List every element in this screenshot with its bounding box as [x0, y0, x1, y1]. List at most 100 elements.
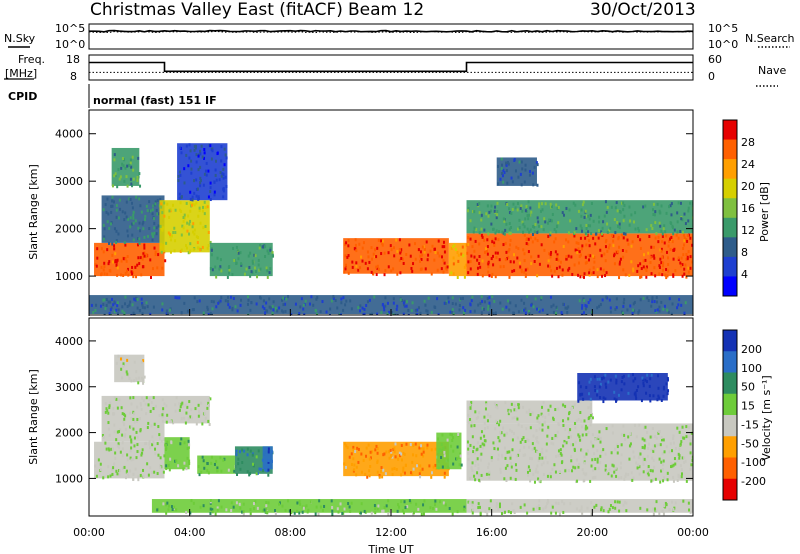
y-tick-label: 2000 [55, 223, 83, 236]
freq-label: Freq. [18, 53, 45, 66]
velocity-colorbar-tick-label: -200 [741, 475, 766, 488]
power-y-axis-label: Slant Range [km] [27, 164, 40, 260]
x-tick-label: 04:00 [174, 526, 206, 539]
power-colorbar-swatch [723, 139, 737, 160]
frequency-series [89, 61, 693, 73]
x-ticks: 00:00 04:00 08:00 12:00 16:00 20:00 00:00 [73, 309, 709, 539]
velocity-region [577, 373, 670, 404]
y-tick-label: 1000 [55, 472, 83, 485]
velocity-region [114, 354, 146, 385]
velocity-region [197, 455, 237, 477]
velocity-colorbar-tick-label: -50 [741, 437, 759, 450]
x-axis-label: Time UT [367, 543, 413, 554]
freq-tick-high: 18 [66, 53, 80, 66]
power-colorbar-swatch [723, 237, 737, 258]
velocity-colorbar-swatch [723, 372, 737, 395]
velocity-region [94, 441, 167, 482]
power-colorbar-swatch [723, 276, 737, 297]
beam-label: Beam 12 [348, 0, 424, 20]
power-y-ticks: 1000 2000 3000 4000 [55, 128, 693, 283]
x-tick-label: 08:00 [274, 526, 306, 539]
power-colorbar-swatch [723, 256, 737, 277]
nsearch-series [88, 30, 694, 34]
power-region [159, 200, 212, 255]
power-region [111, 147, 142, 189]
power-colorbar-tick-label: 8 [741, 246, 748, 259]
velocity-colorbar-tick-label: -15 [741, 418, 759, 431]
power-colorbar-tick-label: 20 [741, 180, 755, 193]
velocity-region [466, 499, 693, 516]
power-region [466, 233, 693, 280]
y-tick-label: 4000 [55, 128, 83, 141]
velocity-colorbar-tick-label: 15 [741, 400, 755, 413]
velocity-y-axis-label: Slant Range [km] [27, 369, 40, 465]
freq-tick-low: 8 [70, 70, 77, 83]
velocity-colorbar: 200 100 50 15 -15 -50 -100 -200 [722, 329, 766, 501]
power-colorbar-swatch [723, 198, 737, 219]
noise-left-tick-low: 10^0 [55, 38, 85, 51]
velocity-region [164, 395, 212, 426]
velocity-colorbar-tick-label: -100 [741, 456, 766, 469]
freq-lines [89, 61, 693, 73]
nsky-label: N.Sky [4, 32, 36, 45]
power-region [343, 238, 450, 277]
x-tick-label: 00:00 [73, 526, 105, 539]
x-tick-label: 20:00 [576, 526, 608, 539]
power-region [177, 143, 228, 202]
power-colorbar-swatch [723, 159, 737, 180]
velocity-colorbar-swatch [723, 478, 737, 501]
x-tick-label: 12:00 [375, 526, 407, 539]
noise-lines [88, 29, 694, 34]
date-label: 30/Oct/2013 [590, 0, 696, 20]
noise-right-tick-high: 10^5 [708, 22, 738, 35]
velocity-colorbar-tick-label: 100 [741, 362, 762, 375]
y-tick-label: 3000 [55, 381, 83, 394]
velocity-colorbar-swatch [723, 415, 737, 437]
velocity-colorbar-label: Velocity [m s⁻¹] [760, 375, 773, 460]
velocity-region [436, 432, 463, 470]
velocity-region [466, 400, 594, 427]
nave-label: Nave [758, 64, 786, 77]
velocity-y-ticks: 1000 2000 3000 4000 [55, 335, 693, 485]
velocity-colorbar-swatch [723, 330, 737, 352]
power-colorbar-tick-label: 12 [741, 224, 755, 237]
x-tick-label: 00:00 [677, 526, 709, 539]
noise-right-tick-low: 10^0 [708, 38, 738, 51]
power-colorbar-tick-label: 16 [741, 202, 755, 215]
freq-panel [88, 54, 694, 81]
plot-title: Christmas Valley East (fitACF) [90, 0, 343, 20]
power-colorbar-tick-label: 24 [741, 158, 755, 171]
noise-left-tick-high: 10^5 [55, 22, 85, 35]
velocity-colorbar-swatch [723, 436, 737, 458]
nave-tick-high: 60 [708, 53, 722, 66]
power-colorbar-label: Power [dB] [758, 182, 771, 242]
power-region [496, 157, 539, 187]
velocity-region [343, 441, 450, 479]
y-tick-label: 4000 [55, 335, 83, 348]
power-region [466, 200, 693, 237]
y-tick-label: 1000 [55, 270, 83, 283]
power-colorbar-swatch [723, 120, 737, 141]
nsky-series [89, 29, 694, 33]
nsearch-label: N.Search [745, 32, 795, 45]
velocity-colorbar-swatch [723, 351, 737, 373]
y-tick-label: 3000 [55, 175, 83, 188]
velocity-region [101, 395, 166, 445]
cpid-text: normal (fast) 151 IF [93, 94, 217, 107]
power-colorbar-swatch [723, 217, 737, 238]
power-colorbar-tick-label: 28 [741, 136, 755, 149]
power-region [89, 295, 693, 315]
power-colorbar: 28 24 20 16 12 8 4 [722, 119, 755, 297]
velocity-colorbar-swatch [723, 457, 737, 480]
velocity-colorbar-tick-label: 50 [741, 381, 755, 394]
power-colorbar-swatch [723, 178, 737, 199]
velocity-region [466, 423, 693, 484]
power-region [448, 242, 469, 279]
power-region [94, 242, 167, 279]
freq-unit-label: [MHz] [5, 67, 37, 80]
x-tick-label: 16:00 [476, 526, 508, 539]
power-region [101, 195, 165, 246]
velocity-region [164, 437, 191, 472]
y-tick-label: 2000 [55, 427, 83, 440]
power-colorbar-tick-label: 4 [741, 268, 748, 281]
